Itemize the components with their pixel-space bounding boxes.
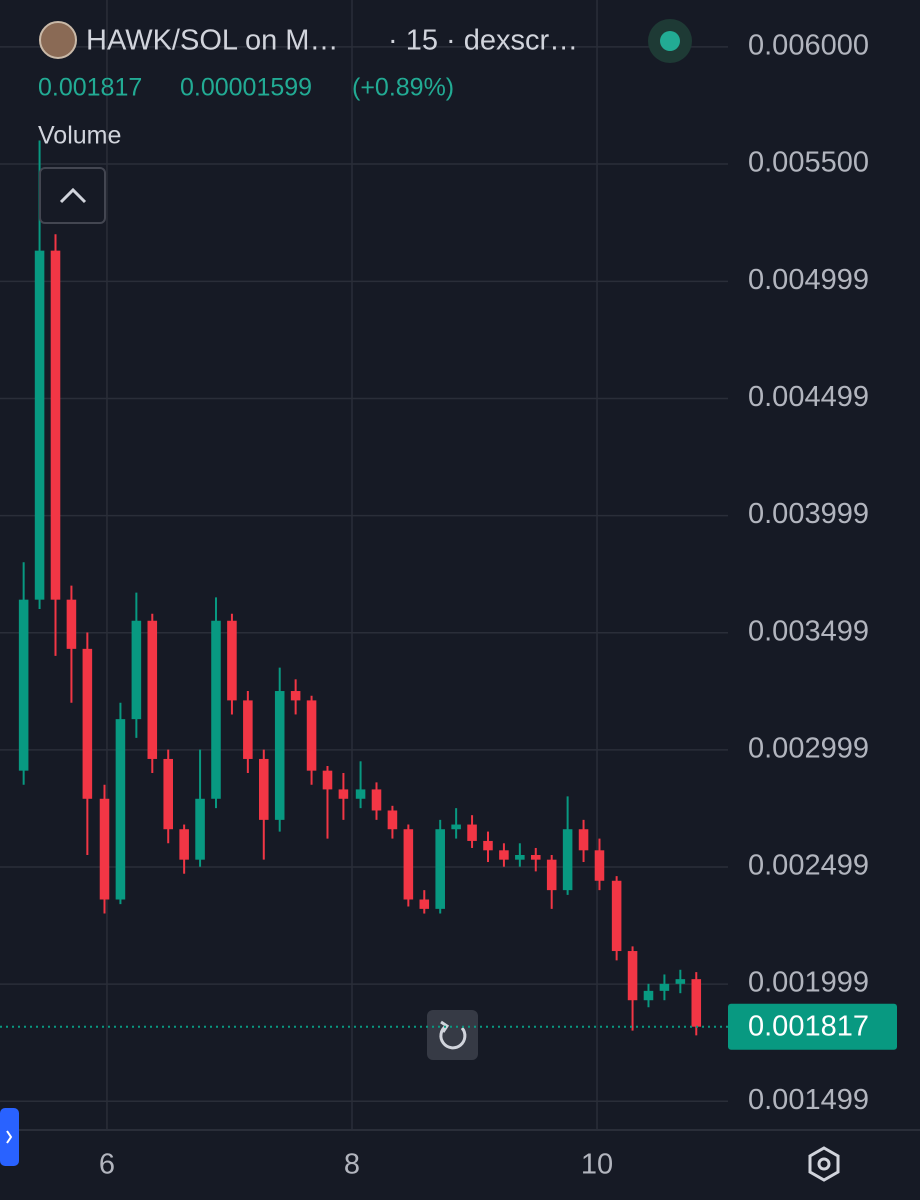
candle-body	[355, 789, 366, 799]
candle-body	[643, 990, 654, 1001]
candle-body	[211, 620, 221, 799]
y-tick-label: 0.006000	[748, 30, 869, 62]
candle-body	[515, 854, 525, 860]
last-price: 0.001817	[38, 74, 142, 102]
pane-label: Volume	[38, 122, 121, 150]
candle-body	[451, 824, 461, 830]
reset-arrow	[440, 1020, 450, 1033]
candle-body	[66, 599, 77, 649]
candle-body	[659, 983, 670, 991]
candle-body	[115, 719, 126, 900]
candle-body	[530, 854, 541, 860]
candle-body	[259, 758, 269, 820]
candle-body	[227, 620, 237, 701]
candle-body	[483, 840, 493, 851]
candle-body	[18, 599, 29, 771]
candle-body	[131, 620, 142, 720]
token-icon	[39, 21, 77, 59]
candle-body	[435, 829, 445, 909]
candle-body	[274, 691, 285, 820]
candle-body	[675, 979, 686, 984]
chevron-icon	[59, 187, 87, 204]
candle-body	[147, 620, 158, 759]
candle-body	[306, 700, 317, 771]
last-price-tag	[728, 1003, 897, 1050]
y-tick-label: 0.003999	[748, 498, 869, 530]
candle-body	[322, 770, 333, 790]
collapse-button[interactable]	[39, 167, 106, 224]
chart-subtitle: · 15 · dexscr…	[388, 25, 578, 57]
price-change: 0.00001599	[180, 74, 312, 102]
y-tick-label: 0.002499	[748, 850, 869, 882]
candle-body	[195, 798, 205, 860]
candle-body	[82, 648, 93, 799]
candle-body	[290, 691, 301, 701]
settings-button[interactable]	[808, 1146, 840, 1182]
y-tick-label: 0.002999	[748, 732, 869, 764]
y-tick-label: 0.001499	[748, 1084, 869, 1116]
reset-icon	[439, 1024, 467, 1050]
candle-body	[578, 829, 589, 851]
candle-body	[99, 798, 110, 900]
candle-body	[179, 829, 189, 860]
candle-body	[50, 250, 61, 600]
candle-body	[691, 979, 702, 1027]
x-tick-label: 10	[581, 1149, 613, 1181]
candle-body	[611, 880, 622, 952]
candle-body	[419, 899, 430, 909]
y-tick-label: 0.003499	[748, 615, 869, 647]
price-change-percent: (+0.89%)	[352, 74, 454, 102]
candle-body	[243, 700, 253, 759]
y-tick-label: 0.004499	[748, 381, 869, 413]
candle-body	[594, 850, 605, 881]
candle-body	[403, 829, 414, 900]
status-dot	[660, 31, 680, 51]
last-price-label: 0.001817	[748, 1010, 869, 1042]
settings-icon	[817, 1157, 831, 1171]
x-tick-label: 6	[99, 1149, 115, 1181]
chart-title: HAWK/SOL on M…	[86, 25, 338, 57]
x-tick-label: 8	[344, 1149, 360, 1181]
candle-body	[163, 758, 173, 830]
candle-body	[499, 850, 509, 860]
y-tick-label: 0.001999	[748, 967, 869, 999]
candle-body	[371, 789, 382, 811]
side-tab-icon	[6, 1130, 13, 1144]
candle-body	[562, 829, 573, 891]
candle-body	[546, 859, 557, 891]
candle-body	[338, 789, 349, 799]
candle-body	[627, 951, 638, 1001]
candle-body	[467, 824, 477, 841]
y-tick-label: 0.004999	[748, 264, 869, 296]
candle-body	[34, 250, 45, 600]
side-tab[interactable]	[0, 1108, 19, 1166]
reset-button[interactable]	[427, 1010, 478, 1060]
y-tick-label: 0.005500	[748, 147, 869, 179]
candle-body	[387, 810, 398, 830]
